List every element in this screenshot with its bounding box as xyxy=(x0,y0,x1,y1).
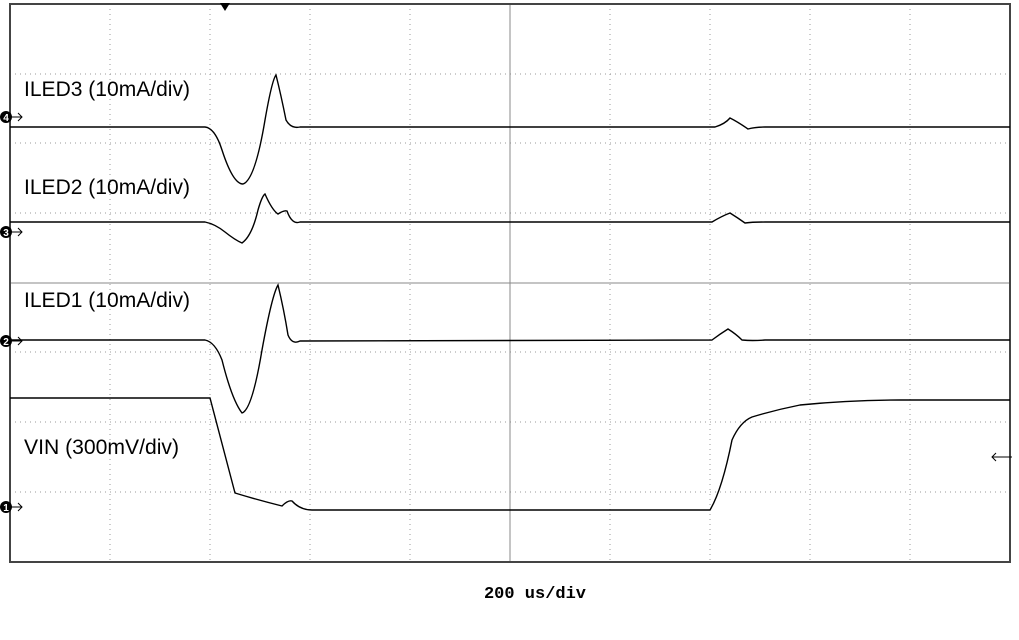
trigger-level xyxy=(991,452,1012,462)
channel-label: ILED2 (10mA/div) xyxy=(24,176,190,199)
channel-label: ILED3 (10mA/div) xyxy=(24,78,190,101)
channel-marker: 1 xyxy=(3,503,9,514)
graticule xyxy=(9,3,1011,563)
trigger-marker xyxy=(220,3,230,11)
channel-marker: 2 xyxy=(3,337,9,348)
channel-label: VIN (300mV/div) xyxy=(24,436,179,459)
trace-iled1 xyxy=(10,283,1010,414)
channel-markers: 4 3 2 1 xyxy=(0,3,1012,514)
trace-iled2 xyxy=(10,192,1010,244)
waveforms xyxy=(10,73,1010,511)
channel-marker: 4 xyxy=(3,113,9,124)
channel-marker: 3 xyxy=(3,228,9,239)
trace-iled3 xyxy=(10,73,1010,185)
timebase: 200 us/div xyxy=(484,585,586,604)
channel-label: ILED1 (10mA/div) xyxy=(24,289,190,312)
trace-vin xyxy=(10,397,1010,511)
